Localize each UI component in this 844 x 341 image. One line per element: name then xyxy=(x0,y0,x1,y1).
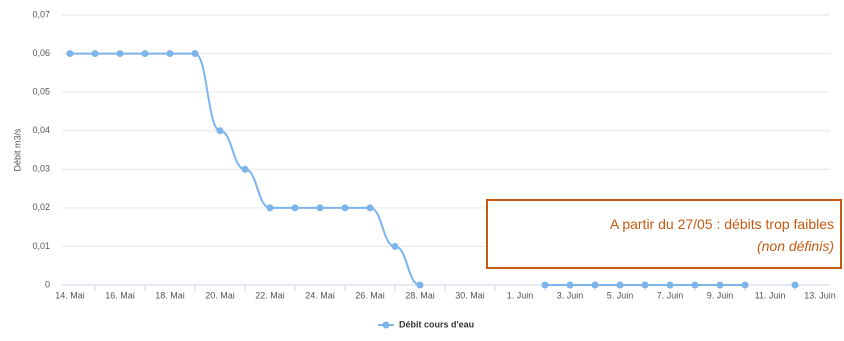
x-tick-label: 28. Mai xyxy=(405,290,435,300)
y-tick-label: 0 xyxy=(45,279,50,289)
y-tick-label: 0,04 xyxy=(32,125,50,135)
y-tick-label: 0,06 xyxy=(32,48,50,58)
x-tick-label: 3. Juin xyxy=(557,290,584,300)
point xyxy=(566,281,574,289)
point xyxy=(716,281,724,289)
point xyxy=(341,204,349,212)
point xyxy=(391,242,399,250)
x-tick-label: 9. Juin xyxy=(707,290,734,300)
x-tick-label: 16. Mai xyxy=(105,290,135,300)
point xyxy=(641,281,649,289)
point xyxy=(241,165,249,173)
legend-label: Débit cours d'eau xyxy=(399,319,474,329)
annotation-line: (non définis) xyxy=(756,238,834,254)
x-tick-label: 24. Mai xyxy=(305,290,335,300)
point xyxy=(91,50,99,58)
y-tick-label: 0,05 xyxy=(32,87,50,97)
point xyxy=(666,281,674,289)
point xyxy=(541,281,549,289)
x-tick-label: 13. Juin xyxy=(804,290,836,300)
x-tick-label: 7. Juin xyxy=(657,290,684,300)
point xyxy=(416,281,424,289)
point xyxy=(66,50,74,58)
x-tick-label: 18. Mai xyxy=(155,290,185,300)
point xyxy=(791,281,799,289)
point xyxy=(591,281,599,289)
point xyxy=(316,204,324,212)
point xyxy=(741,281,749,289)
x-tick-label: 20. Mai xyxy=(205,290,235,300)
y-tick-label: 0,01 xyxy=(32,241,50,251)
x-tick-label: 5. Juin xyxy=(607,290,634,300)
y-tick-label: 0,03 xyxy=(32,164,50,174)
point xyxy=(116,50,124,58)
x-tick-label: 22. Mai xyxy=(255,290,285,300)
y-tick-label: 0,02 xyxy=(32,202,50,212)
annotation: A partir du 27/05 : débits trop faibles … xyxy=(486,199,842,269)
x-tick-label: 1. Juin xyxy=(507,290,534,300)
x-tick-label: 14. Mai xyxy=(55,290,85,300)
point xyxy=(266,204,274,212)
point xyxy=(166,50,174,58)
annotation-line: A partir du 27/05 : débits trop faibles xyxy=(609,216,834,232)
point xyxy=(291,204,299,212)
point xyxy=(216,127,224,135)
point xyxy=(616,281,624,289)
x-tick-label: 26. Mai xyxy=(355,290,385,300)
point xyxy=(191,50,199,58)
legend-swatch xyxy=(382,321,390,329)
point xyxy=(366,204,374,212)
point xyxy=(691,281,699,289)
x-tick-label: 30. Mai xyxy=(455,290,485,300)
point xyxy=(141,50,149,58)
y-axis-label: Débit m3/s xyxy=(12,128,22,172)
y-tick-label: 0,07 xyxy=(32,9,50,19)
x-tick-label: 11. Juin xyxy=(755,290,786,300)
